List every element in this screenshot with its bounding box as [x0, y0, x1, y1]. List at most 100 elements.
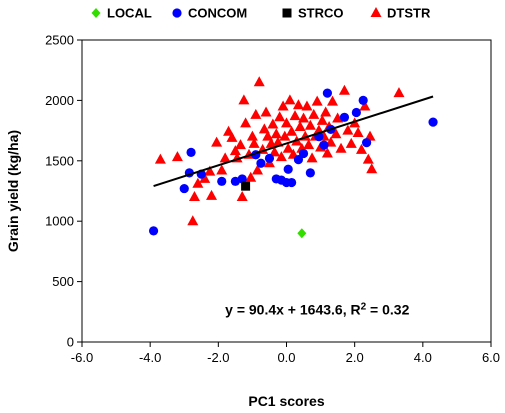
point-dtstr — [199, 172, 211, 183]
y-axis-ticks: 0 500 1000 1500 2000 2500 — [45, 33, 82, 350]
y-tick-label: 2000 — [45, 93, 74, 108]
point-dtstr — [260, 106, 272, 117]
point-dtstr — [366, 163, 378, 174]
point-dtstr — [245, 171, 257, 182]
point-dtstr — [281, 117, 292, 128]
point-dtstr — [272, 136, 284, 147]
point-concom — [319, 140, 329, 150]
point-dtstr — [311, 95, 323, 106]
point-dtstr — [275, 151, 287, 162]
point-dtstr — [192, 177, 204, 188]
point-dtstr — [332, 112, 344, 123]
point-dtstr — [286, 125, 298, 136]
point-dtstr — [258, 123, 270, 134]
point-dtstr — [279, 130, 291, 141]
point-dtstr — [216, 164, 228, 175]
y-axis-title: Grain yield (kg/ha) — [5, 130, 21, 252]
legend-item-local: LOCAL — [91, 6, 152, 21]
y-tick-label: 1000 — [45, 214, 74, 229]
point-concom — [217, 176, 227, 186]
legend-label-strco: STRCO — [298, 6, 344, 21]
point-dtstr — [301, 100, 313, 111]
series-strco — [241, 181, 251, 191]
legend-label-dtstr: DTSTR — [387, 6, 431, 21]
point-concom — [179, 183, 189, 194]
point-dtstr — [240, 117, 252, 128]
point-dtstr — [292, 99, 304, 110]
point-dtstr — [320, 106, 332, 117]
x-tick-label: -2.0 — [207, 350, 229, 365]
point-concom — [305, 168, 315, 178]
point-dtstr — [211, 136, 223, 147]
point-dtstr — [248, 137, 260, 148]
point-concom — [186, 147, 196, 157]
legend-label-concom: CONCOM — [188, 6, 247, 21]
equation-superscript: 2 — [361, 301, 367, 312]
point-concom — [148, 226, 159, 236]
equation-main: y = 90.4x + 1643.6, R — [225, 301, 360, 317]
point-dtstr — [306, 152, 318, 163]
point-concom — [322, 88, 332, 98]
point-dtstr — [274, 111, 286, 122]
x-tick-label: 2.0 — [346, 350, 364, 365]
point-dtstr — [253, 76, 265, 87]
point-strco — [241, 181, 251, 191]
point-dtstr — [226, 131, 238, 142]
point-concom — [293, 154, 304, 165]
legend: LOCAL CONCOM STRCO DTSTR — [91, 6, 431, 21]
legend-item-dtstr: DTSTR — [370, 6, 431, 21]
point-dtstr — [294, 120, 306, 131]
point-dtstr — [303, 139, 315, 150]
x-axis-ticks: -6.0 -4.0 -2.0 0.0 2.0 4.0 6.0 — [71, 342, 500, 365]
point-concom — [287, 177, 297, 188]
point-dtstr — [308, 108, 320, 119]
regression-equation: y = 90.4x + 1643.6, R2 = 0.32 — [225, 301, 409, 318]
y-tick-label: 500 — [52, 274, 74, 289]
plot-area — [81, 39, 492, 343]
point-dtstr — [262, 130, 274, 141]
point-dtstr — [187, 215, 199, 226]
series-dtstr — [154, 76, 405, 226]
point-dtstr — [359, 100, 371, 111]
x-axis-title: PC1 scores — [248, 393, 324, 409]
x-tick-label: 4.0 — [414, 350, 432, 365]
x-tick-label: 6.0 — [482, 350, 500, 365]
point-dtstr — [316, 114, 328, 125]
point-dtstr — [304, 119, 316, 130]
point-concom — [283, 164, 293, 174]
point-dtstr — [270, 128, 282, 139]
legend-label-local: LOCAL — [107, 6, 152, 21]
point-concom — [339, 112, 350, 122]
point-dtstr — [345, 137, 357, 148]
y-tick-label: 1500 — [45, 153, 74, 168]
point-dtstr — [342, 124, 354, 135]
point-dtstr — [171, 151, 183, 162]
point-concom — [428, 117, 438, 127]
point-dtstr — [284, 94, 296, 105]
legend-marker-local — [91, 8, 101, 18]
legend-item-strco: STRCO — [282, 6, 344, 21]
point-concom — [237, 174, 247, 184]
point-concom — [264, 153, 275, 163]
point-local — [297, 228, 307, 239]
y-tick-label: 2500 — [45, 33, 74, 48]
point-dtstr — [330, 128, 342, 139]
series-concom — [148, 88, 438, 236]
point-dtstr — [236, 191, 248, 202]
data-points — [148, 76, 438, 239]
legend-item-concom: CONCOM — [172, 6, 247, 21]
trendline — [153, 95, 434, 187]
x-tick-label: 0.0 — [277, 350, 295, 365]
point-dtstr — [267, 118, 279, 129]
point-dtstr — [298, 112, 310, 123]
point-dtstr — [335, 142, 347, 153]
point-dtstr — [229, 145, 241, 156]
point-dtstr — [362, 153, 374, 164]
point-dtstr — [154, 153, 166, 164]
point-dtstr — [289, 110, 301, 121]
point-concom — [351, 107, 361, 118]
point-dtstr — [206, 189, 218, 200]
point-dtstr — [282, 142, 294, 153]
legend-marker-dtstr — [370, 7, 382, 17]
